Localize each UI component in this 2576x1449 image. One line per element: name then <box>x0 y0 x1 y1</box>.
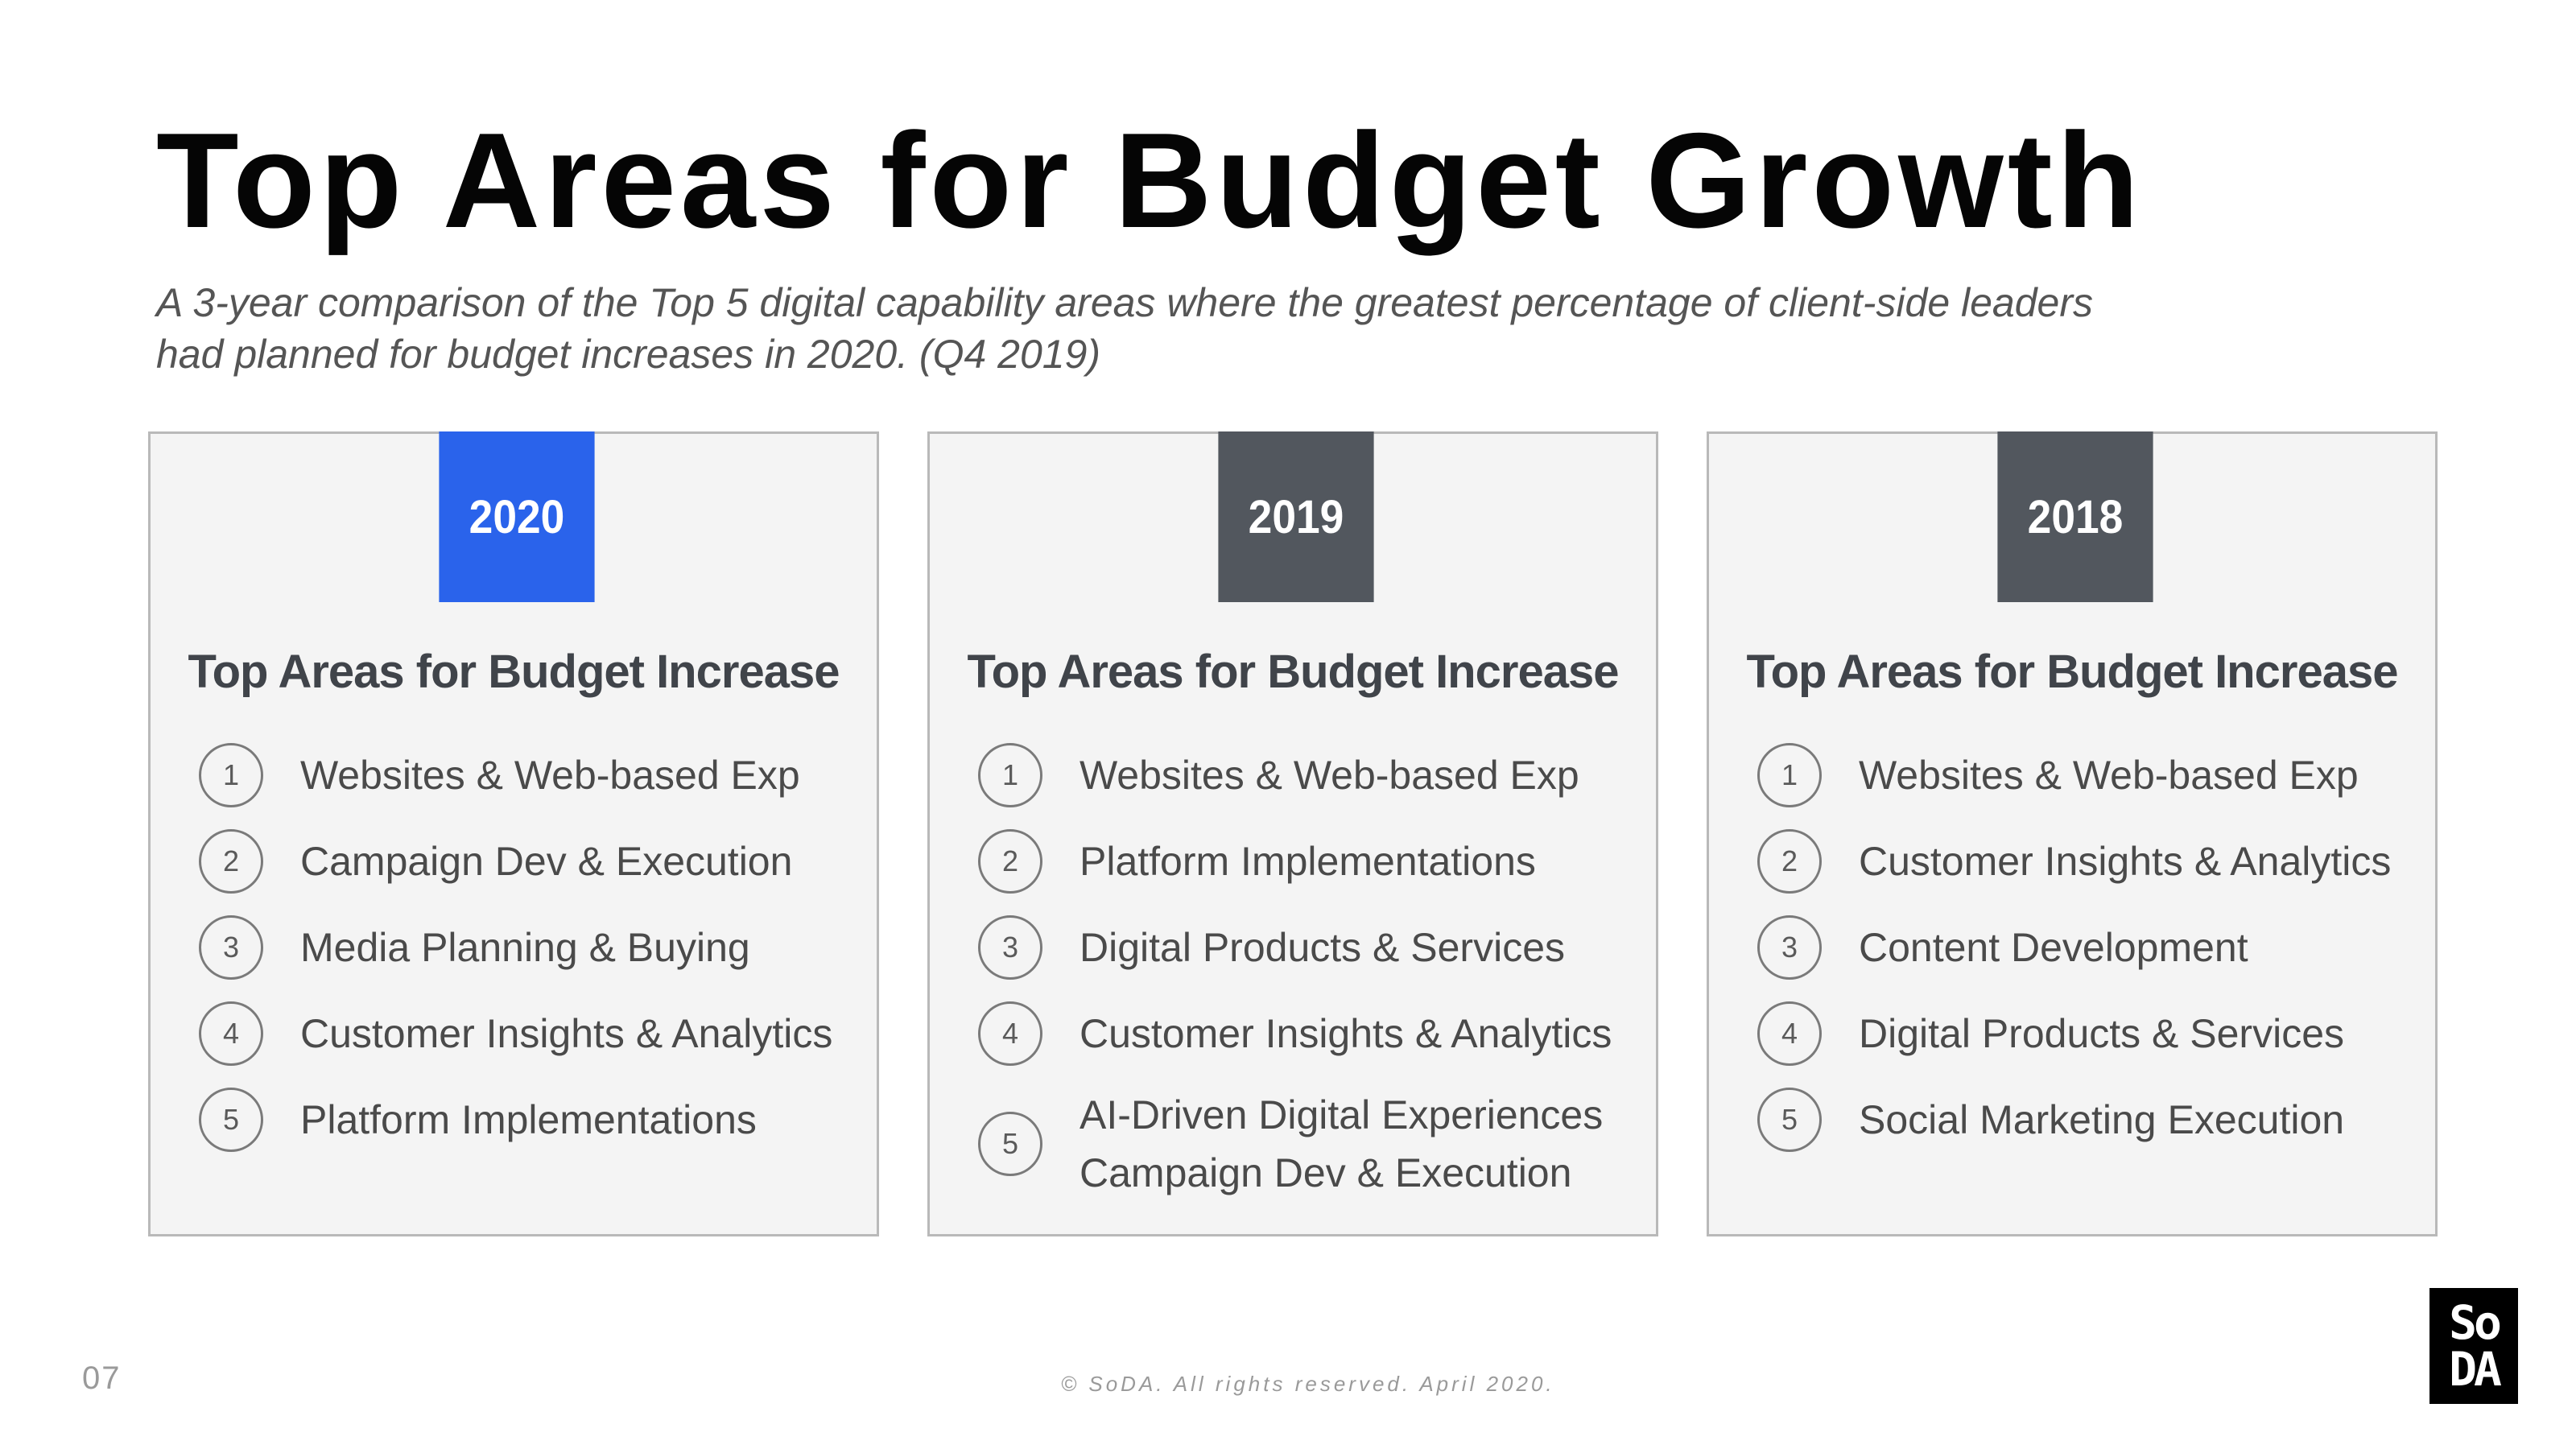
rank-item: 3 Content Development <box>1757 904 2434 990</box>
rank-number-badge: 1 <box>1757 742 1822 807</box>
logo-line-1: So <box>2449 1295 2502 1350</box>
rank-item: 3 Media Planning & Buying <box>199 904 875 990</box>
subtitle-line-1: A 3-year comparison of the Top 5 digital… <box>156 280 2094 325</box>
rank-item: 3 Digital Products & Services <box>978 904 1654 990</box>
year-tab: 2019 <box>1218 431 1374 602</box>
page-title: Top Areas for Budget Growth <box>156 105 2144 256</box>
year-card-2020: 2020 Top Areas for Budget Increase 1 Web… <box>148 431 879 1236</box>
rank-label: Content Development <box>1859 924 2248 970</box>
rank-number-badge: 4 <box>199 1001 263 1066</box>
rank-item: 4 Digital Products & Services <box>1757 990 2434 1076</box>
rank-label: Websites & Web-based Exp <box>1859 752 2359 798</box>
rank-number-badge: 3 <box>199 914 263 980</box>
soda-logo: So DA <box>2429 1288 2518 1404</box>
rank-number-badge: 1 <box>199 742 263 807</box>
rank-item: 1 Websites & Web-based Exp <box>978 732 1654 818</box>
rank-label: Websites & Web-based Exp <box>300 752 800 798</box>
rank-item: 2 Campaign Dev & Execution <box>199 818 875 904</box>
rank-number-badge: 4 <box>1757 1001 1822 1066</box>
rank-item: 1 Websites & Web-based Exp <box>199 732 875 818</box>
rank-item: 5 Social Marketing Execution <box>1757 1076 2434 1162</box>
rank-item: 2 Platform Implementations <box>978 818 1654 904</box>
rank-label: Media Planning & Buying <box>300 924 750 970</box>
rank-label: Digital Products & Services <box>1859 1010 2345 1056</box>
copyright-footer: © SoDA. All rights reserved. April 2020. <box>1061 1372 1555 1396</box>
year-card-2019: 2019 Top Areas for Budget Increase 1 Web… <box>927 431 1658 1236</box>
rank-number-badge: 5 <box>199 1087 263 1152</box>
logo-line-2: DA <box>2449 1342 2502 1397</box>
rank-number-badge: 3 <box>1757 914 1822 980</box>
rank-item: 5 AI-Driven Digital Experiences Campaign… <box>978 1076 1654 1212</box>
rank-number-badge: 3 <box>978 914 1042 980</box>
year-card-2018: 2018 Top Areas for Budget Increase 1 Web… <box>1707 431 2438 1236</box>
rank-number-badge: 1 <box>978 742 1042 807</box>
rank-label: Campaign Dev & Execution <box>300 838 793 884</box>
rank-item: 4 Customer Insights & Analytics <box>199 990 875 1076</box>
rank-label: Digital Products & Services <box>1080 924 1566 970</box>
rank-label: Social Marketing Execution <box>1859 1096 2345 1142</box>
rank-item: 5 Platform Implementations <box>199 1076 875 1162</box>
rank-number-badge: 2 <box>199 828 263 894</box>
page-subtitle: A 3-year comparison of the Top 5 digital… <box>156 277 2249 380</box>
year-tab: 2020 <box>439 431 595 602</box>
rank-list: 1 Websites & Web-based Exp 2 Platform Im… <box>978 732 1654 1212</box>
rank-label: Customer Insights & Analytics <box>300 1010 833 1056</box>
rank-number-badge: 2 <box>978 828 1042 894</box>
card-heading: Top Areas for Budget Increase <box>188 646 840 698</box>
page-number: 07 <box>82 1360 122 1396</box>
card-heading: Top Areas for Budget Increase <box>967 646 1620 698</box>
subtitle-line-2: had planned for budget increases in 2020… <box>156 332 1101 377</box>
year-tab: 2018 <box>1997 431 2153 602</box>
rank-label: Customer Insights & Analytics <box>1859 838 2392 884</box>
rank-label: Websites & Web-based Exp <box>1080 752 1579 798</box>
rank-item: 4 Customer Insights & Analytics <box>978 990 1654 1076</box>
rank-label: Platform Implementations <box>300 1096 757 1142</box>
rank-label: Customer Insights & Analytics <box>1080 1010 1612 1056</box>
rank-list: 1 Websites & Web-based Exp 2 Customer In… <box>1757 732 2434 1162</box>
rank-number-badge: 5 <box>978 1112 1042 1176</box>
rank-number-badge: 2 <box>1757 828 1822 894</box>
card-heading: Top Areas for Budget Increase <box>1746 646 2399 698</box>
rank-number-badge: 4 <box>978 1001 1042 1066</box>
rank-label: AI-Driven Digital Experiences Campaign D… <box>1080 1092 1604 1195</box>
rank-item: 1 Websites & Web-based Exp <box>1757 732 2434 818</box>
rank-list: 1 Websites & Web-based Exp 2 Campaign De… <box>199 732 875 1162</box>
rank-item: 2 Customer Insights & Analytics <box>1757 818 2434 904</box>
rank-label: Platform Implementations <box>1080 838 1536 884</box>
rank-number-badge: 5 <box>1757 1087 1822 1152</box>
